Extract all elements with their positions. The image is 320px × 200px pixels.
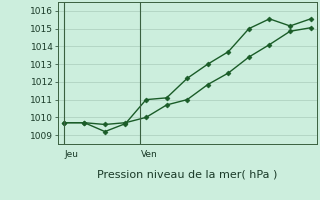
Text: Jeu: Jeu bbox=[65, 150, 79, 159]
Text: Pression niveau de la mer( hPa ): Pression niveau de la mer( hPa ) bbox=[97, 170, 277, 180]
Text: Ven: Ven bbox=[141, 150, 158, 159]
